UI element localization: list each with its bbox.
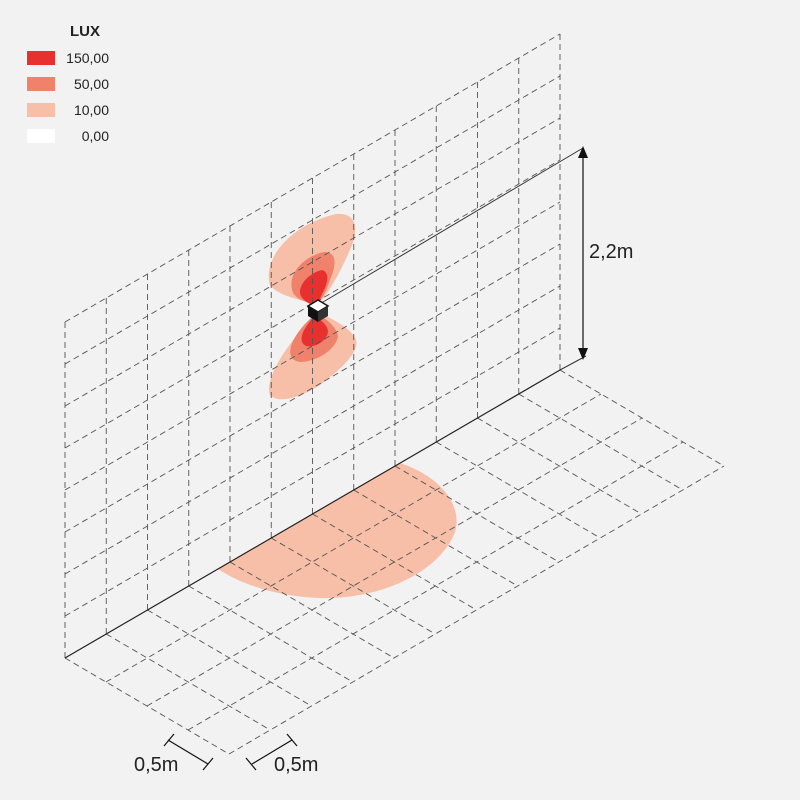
wall-horizontal-line (64, 201, 561, 491)
legend-swatch (27, 129, 55, 143)
legend-swatch (27, 103, 55, 117)
legend-label: 150,00 (66, 50, 109, 66)
wall-horizontal-line (64, 33, 561, 323)
legend-label: 10,00 (74, 102, 109, 118)
wall-base-edge (64, 369, 561, 659)
depth-label: 0,5m (134, 754, 178, 776)
lower-lobe-150 (301, 316, 328, 347)
floor-width-line (187, 441, 684, 731)
height-label: 2,2m (589, 241, 633, 263)
fixture-reference-line (317, 147, 584, 306)
legend-swatch (27, 51, 55, 65)
floor-width-line (105, 393, 602, 683)
wall-horizontal-line (64, 75, 561, 365)
floor-depth-line (477, 417, 642, 515)
fixture (306, 299, 330, 322)
height-dimension: 2,2m (578, 146, 633, 360)
floor-depth-line (106, 633, 271, 731)
wall-horizontal-line (64, 285, 561, 575)
light-distribution (218, 213, 457, 599)
wall-horizontal-line (64, 117, 561, 407)
legend-label: 0,00 (82, 128, 109, 144)
legend-title: LUX (70, 23, 100, 40)
grid (64, 33, 725, 755)
wall-horizontal-line (64, 243, 561, 533)
width-dimension: 0,5m (245, 733, 318, 776)
floor-light (218, 463, 457, 599)
floor-depth-line (271, 537, 436, 635)
floor-reference-line (559, 355, 587, 371)
width-label: 0,5m (274, 754, 318, 776)
floor-width-line (146, 417, 643, 707)
wall-horizontal-line (64, 159, 561, 449)
floor-depth-line (312, 513, 477, 611)
legend-label: 50,00 (74, 76, 109, 92)
floor-depth-line (436, 441, 601, 539)
floor-width-line (228, 465, 725, 755)
wall-horizontal-line (64, 327, 561, 617)
legend: 150,00 50,00 10,00 0,00 (27, 50, 109, 144)
legend-swatch (27, 77, 55, 91)
upper-lobe-150 (300, 270, 328, 306)
depth-dimension: 0,5m (134, 733, 214, 776)
